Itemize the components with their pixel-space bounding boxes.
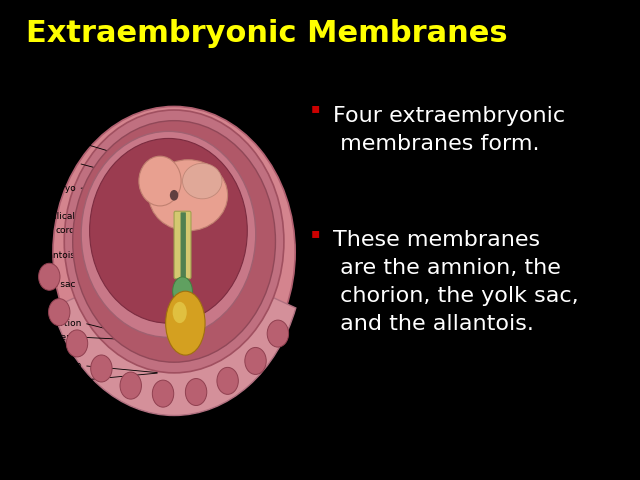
Text: Umbilical: Umbilical bbox=[33, 212, 76, 221]
Text: of placenta: of placenta bbox=[30, 375, 81, 384]
Text: Maternal portion: Maternal portion bbox=[6, 361, 81, 370]
Text: ▪: ▪ bbox=[310, 226, 320, 240]
Text: These membranes
 are the amnion, the
 chorion, the yolk sac,
 and the allantois.: These membranes are the amnion, the chor… bbox=[333, 230, 579, 335]
Ellipse shape bbox=[173, 302, 187, 323]
Ellipse shape bbox=[81, 132, 256, 337]
Circle shape bbox=[217, 367, 238, 395]
Text: Allantois: Allantois bbox=[36, 251, 76, 260]
Circle shape bbox=[120, 372, 141, 399]
Wedge shape bbox=[52, 252, 296, 416]
Ellipse shape bbox=[53, 107, 295, 398]
Text: Chorion: Chorion bbox=[40, 137, 76, 146]
Circle shape bbox=[152, 380, 173, 407]
Ellipse shape bbox=[64, 110, 284, 373]
Circle shape bbox=[186, 379, 207, 406]
Circle shape bbox=[38, 263, 60, 290]
Ellipse shape bbox=[182, 163, 222, 199]
Ellipse shape bbox=[148, 160, 228, 231]
Text: Extraembryonic Membranes: Extraembryonic Membranes bbox=[26, 19, 508, 48]
Text: ▪: ▪ bbox=[310, 101, 320, 115]
Text: Yolk sac: Yolk sac bbox=[40, 279, 76, 288]
Circle shape bbox=[67, 330, 88, 357]
Text: Embryo: Embryo bbox=[41, 184, 76, 192]
Circle shape bbox=[245, 348, 266, 374]
Text: Four extraembryonic
 membranes form.: Four extraembryonic membranes form. bbox=[333, 106, 565, 154]
Ellipse shape bbox=[90, 138, 247, 323]
Ellipse shape bbox=[166, 291, 205, 355]
Circle shape bbox=[49, 299, 70, 325]
Ellipse shape bbox=[139, 156, 181, 206]
Text: of placenta: of placenta bbox=[30, 333, 81, 342]
Circle shape bbox=[170, 190, 179, 201]
Circle shape bbox=[91, 355, 112, 382]
Text: Fetal portion: Fetal portion bbox=[24, 319, 81, 328]
Circle shape bbox=[267, 320, 289, 347]
FancyBboxPatch shape bbox=[180, 212, 186, 277]
Ellipse shape bbox=[73, 120, 275, 362]
Ellipse shape bbox=[173, 277, 193, 305]
Text: Amnion: Amnion bbox=[41, 159, 76, 168]
Text: cord: cord bbox=[56, 226, 76, 235]
FancyBboxPatch shape bbox=[174, 211, 191, 279]
